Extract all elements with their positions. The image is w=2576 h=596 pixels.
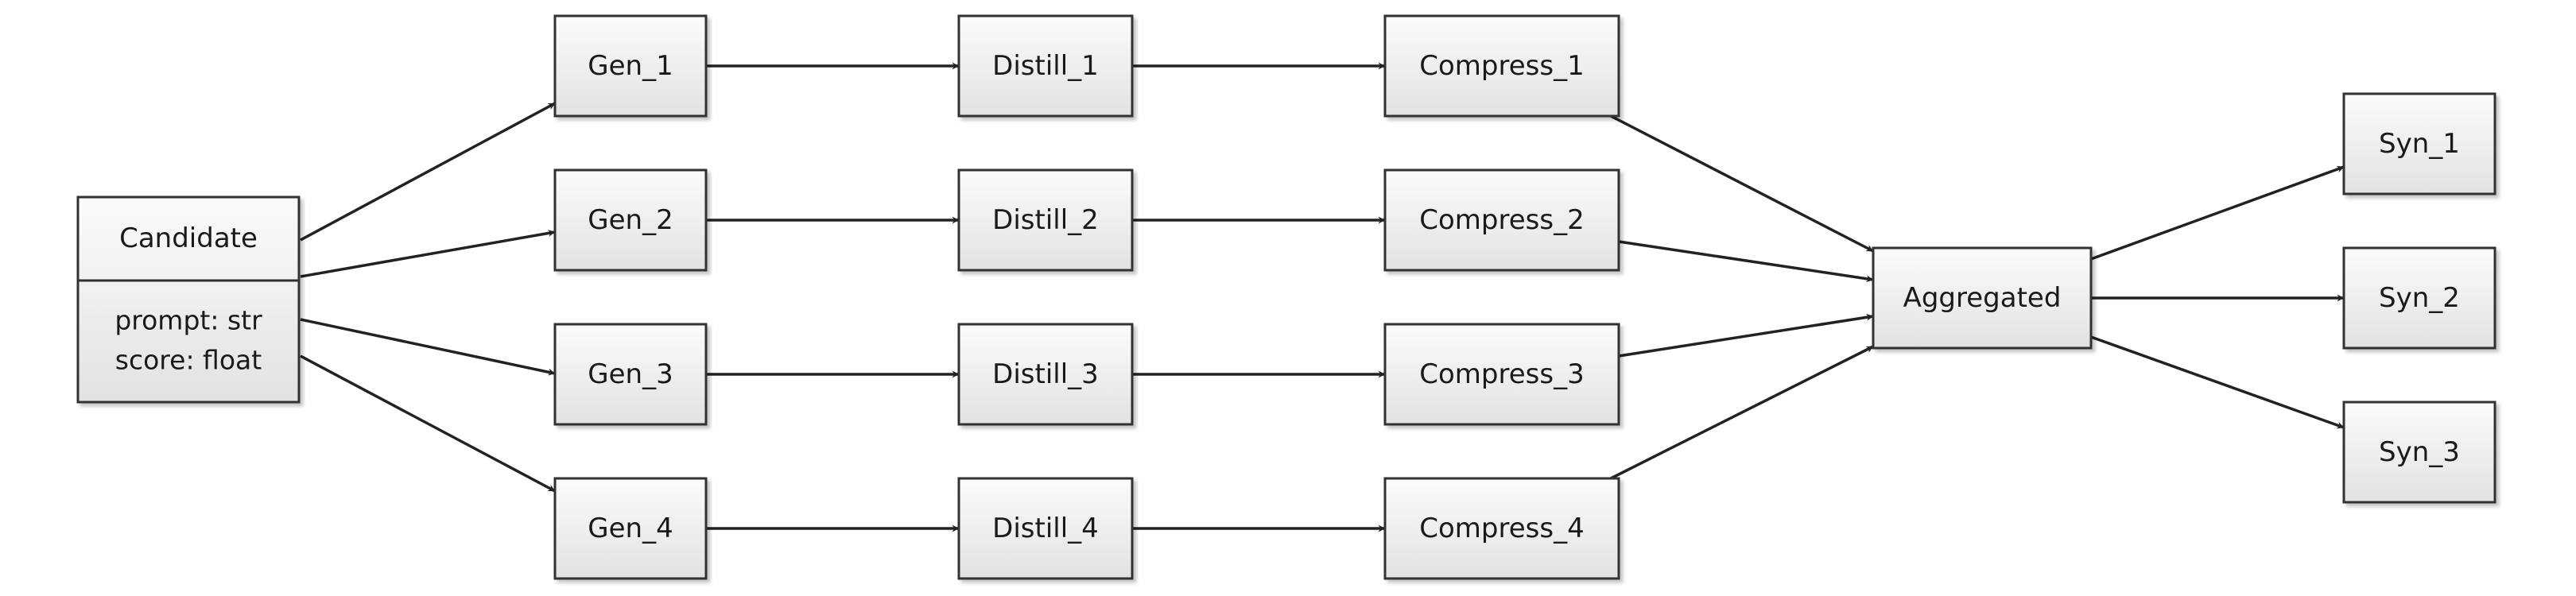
gen-2-label: Gen_2 bbox=[588, 204, 673, 236]
edge-candidate-to-gen-4 bbox=[300, 354, 556, 493]
distill-2-label: Distill_2 bbox=[992, 204, 1099, 236]
distill-3-node[interactable] bbox=[957, 323, 1134, 426]
edge-aggregated-to-syn-1 bbox=[2090, 165, 2345, 261]
gen-3-label: Gen_3 bbox=[588, 358, 673, 390]
edge-compress-3-to-aggregated bbox=[1618, 313, 1874, 358]
candidate-attribute-score: score: float bbox=[115, 345, 262, 376]
edge-compress-4-to-aggregated bbox=[1610, 345, 1874, 480]
edge-candidate-to-gen-3 bbox=[300, 318, 556, 376]
compress-4-node[interactable] bbox=[1383, 477, 1620, 580]
gen-3-node[interactable] bbox=[553, 323, 708, 426]
syn-3-node[interactable] bbox=[2342, 401, 2496, 504]
gen-4-label: Gen_4 bbox=[588, 513, 673, 544]
aggregated-node[interactable] bbox=[1872, 246, 2093, 350]
distill-3-label: Distill_3 bbox=[992, 358, 1099, 390]
aggregated-label: Aggregated bbox=[1903, 282, 2062, 314]
edge-compress-1-to-aggregated bbox=[1610, 114, 1874, 253]
compress-1-label: Compress_1 bbox=[1419, 50, 1584, 82]
compress-3-label: Compress_3 bbox=[1419, 358, 1584, 390]
gen-2-node[interactable] bbox=[553, 168, 708, 272]
distill-4-label: Distill_4 bbox=[992, 513, 1099, 544]
edge-aggregated-to-syn-3 bbox=[2090, 335, 2345, 429]
candidate-title: Candidate bbox=[119, 223, 258, 254]
edge-candidate-to-gen-2 bbox=[300, 230, 556, 278]
syn-3-label: Syn_3 bbox=[2379, 436, 2460, 468]
edge-compress-2-to-aggregated bbox=[1618, 240, 1874, 283]
gen-1-label: Gen_1 bbox=[588, 50, 673, 82]
syn-1-label: Syn_1 bbox=[2379, 128, 2460, 160]
edge-candidate-to-gen-1 bbox=[300, 102, 556, 242]
distill-1-label: Distill_1 bbox=[992, 50, 1099, 82]
syn-2-node[interactable] bbox=[2342, 246, 2496, 350]
compress-4-label: Compress_4 bbox=[1419, 513, 1584, 544]
compress-2-node[interactable] bbox=[1383, 168, 1620, 272]
compress-1-node[interactable] bbox=[1383, 14, 1620, 118]
distill-2-node[interactable] bbox=[957, 168, 1134, 272]
distill-4-node[interactable] bbox=[957, 477, 1134, 580]
gen-4-node[interactable] bbox=[553, 477, 708, 580]
compress-3-node[interactable] bbox=[1383, 323, 1620, 426]
gen-1-node[interactable] bbox=[553, 14, 708, 118]
edges-layer bbox=[300, 62, 2345, 532]
candidate-node[interactable] bbox=[76, 195, 301, 404]
syn-1-node[interactable] bbox=[2342, 92, 2496, 195]
candidate-attribute-prompt: prompt: str bbox=[114, 305, 262, 336]
distill-1-node[interactable] bbox=[957, 14, 1134, 118]
compress-2-label: Compress_2 bbox=[1419, 204, 1584, 236]
syn-2-label: Syn_2 bbox=[2379, 282, 2460, 314]
